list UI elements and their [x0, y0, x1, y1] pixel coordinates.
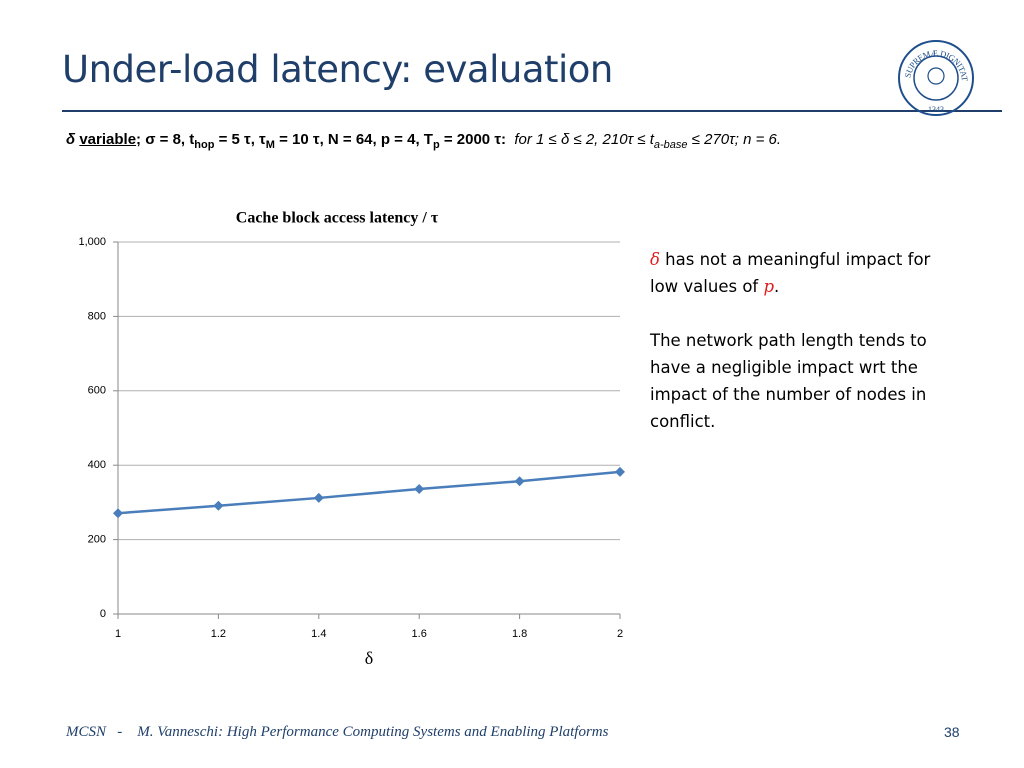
note-symbol: p	[763, 277, 775, 296]
param-text: = 5 τ, τ	[214, 131, 266, 148]
y-tick-label: 200	[88, 534, 106, 546]
x-tick-label: 1	[115, 628, 121, 640]
param-sub: a-base	[653, 139, 688, 151]
logo-inner	[913, 55, 959, 101]
parameters: δ variable; σ = 8, thop = 5 τ, τM = 10 τ…	[66, 128, 946, 157]
logo-motto-path: IN SUPREMÆ DIGNITATIS	[896, 38, 970, 83]
data-point	[113, 508, 123, 519]
data-point	[213, 500, 224, 511]
note: δ has not a meaningful impact for low va…	[650, 246, 950, 300]
x-tick-label: 1.4	[311, 628, 326, 640]
logo-ring	[898, 40, 974, 116]
data-point	[414, 484, 425, 495]
param-sub: M	[265, 139, 275, 151]
footer-sep: -	[117, 724, 123, 740]
note-text: has not a meaningful impact for low valu…	[650, 250, 931, 296]
param-text: for 1 ≤ δ ≤ 2, 210τ ≤ t	[514, 131, 654, 148]
note: The network path length tends to have a …	[650, 331, 927, 431]
param-text: variable	[79, 131, 137, 148]
x-axis-label: δ	[365, 648, 373, 668]
page-number: 38	[944, 724, 960, 740]
footer-course: MCSN	[66, 724, 107, 740]
y-tick-label: 600	[88, 385, 106, 397]
footer: MCSN - M. Vanneschi: High Performance Co…	[66, 724, 608, 741]
logo-year: 1343	[928, 105, 944, 114]
logo: IN SUPREMÆ DIGNITATIS 1343	[896, 38, 974, 116]
param-text: = 2000 τ:	[439, 131, 507, 148]
param-text: = 10 τ, N = 64, p = 4, T	[274, 131, 433, 148]
y-tick-label: 0	[100, 608, 106, 620]
data-point	[615, 466, 625, 477]
logo-motto: IN SUPREMÆ DIGNITATIS	[896, 38, 970, 83]
param-sub: p	[432, 139, 440, 151]
data-line	[117, 470, 621, 515]
x-tick-label: 1.6	[412, 628, 427, 640]
param-text: δ	[66, 131, 76, 148]
chart: Cache block access latency / τ δ 0 200 400…	[78, 210, 625, 668]
logo-face	[927, 67, 945, 85]
note-text: .	[774, 277, 780, 296]
y-tick-label: 400	[88, 459, 106, 471]
param-text: ; σ = 8, t	[136, 131, 195, 148]
footer-text: M. Vanneschi: High Performance Computing…	[137, 724, 609, 740]
x-tick-label: 1.8	[512, 628, 527, 640]
note-symbol: δ	[650, 250, 660, 269]
data-point	[313, 492, 324, 503]
data-point	[514, 476, 525, 487]
y-tick-label: 1,000	[78, 236, 106, 248]
param-sub: hop	[194, 139, 215, 151]
x-tick-label: 2	[617, 628, 623, 640]
y-tick-label: 800	[88, 310, 106, 322]
chart-title: Cache block access latency / τ	[236, 210, 439, 227]
param-text: ≤ 270τ; n = 6.	[687, 131, 782, 148]
title-rule	[62, 110, 1002, 112]
slide-title: Under-load latency: evaluation	[62, 48, 613, 91]
notes: δ has not a meaningful impact for low va…	[650, 246, 950, 462]
x-tick-label: 1.2	[211, 628, 226, 640]
